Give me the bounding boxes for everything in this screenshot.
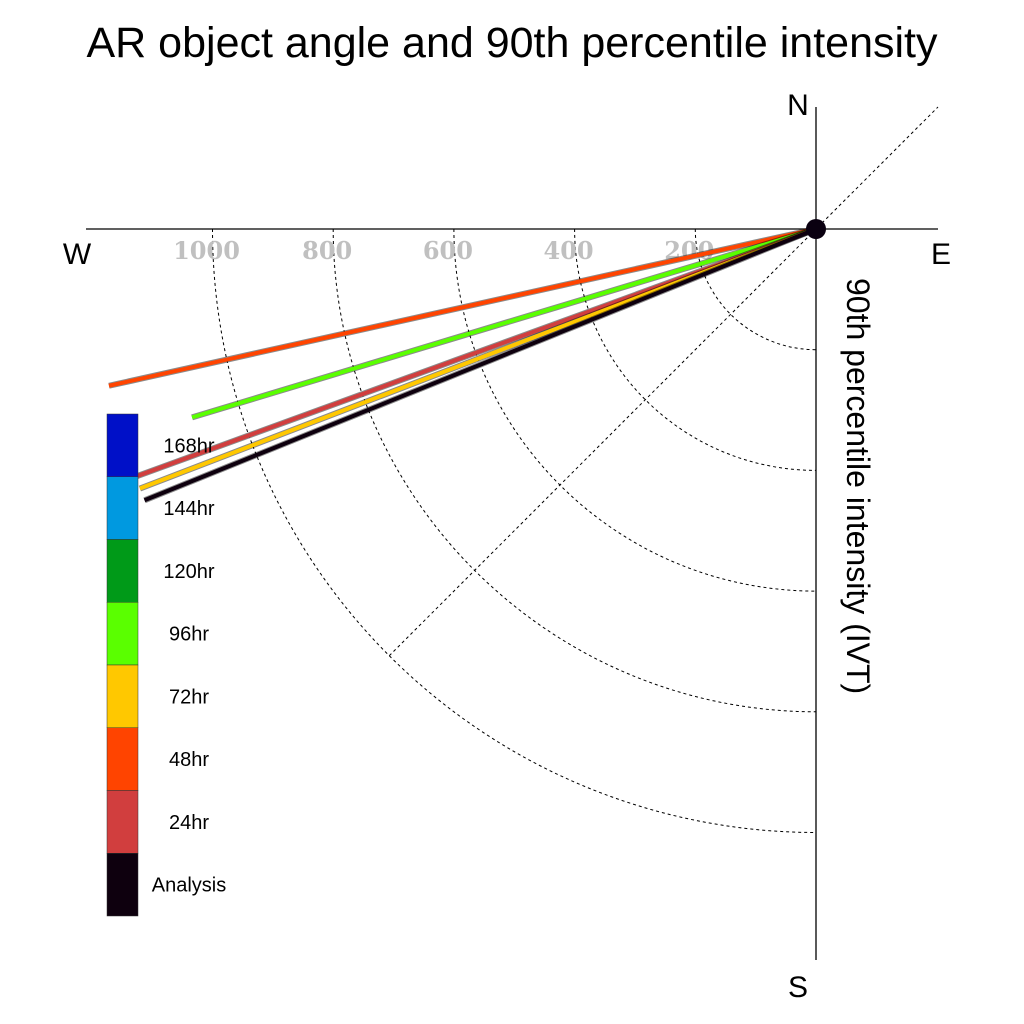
series-line-96hr [191, 227, 817, 420]
radial-tick-label: 1000 [173, 236, 240, 265]
legend-swatch-24hr [106, 790, 139, 854]
compass-north: N [787, 89, 809, 122]
series-line-72hr [139, 227, 817, 491]
radial-tick-label: 600 [423, 236, 473, 265]
series-lines [108, 226, 818, 504]
legend-label: 96hr [169, 624, 209, 646]
compass-south: S [788, 971, 808, 1004]
y-axis-label: 90th percentile intensity (IVT) [840, 278, 876, 694]
origin-marker [806, 219, 826, 239]
legend-label: 168hr [163, 435, 214, 457]
legend-swatch-96hr [106, 602, 139, 666]
legend-swatch-72hr [106, 664, 139, 728]
legend-label: 24hr [169, 812, 209, 834]
legend-label: 48hr [169, 749, 209, 771]
series-line-48hr [108, 227, 817, 388]
axes [86, 107, 938, 960]
compass-west: W [63, 238, 92, 271]
legend: 168hr 144hr 120hr 96hr 72hr 48hr 24hr Analysis [106, 413, 226, 917]
legend-label: 144hr [163, 498, 214, 520]
compass-east: E [931, 238, 951, 271]
legend-label: 120hr [163, 561, 214, 583]
legend-swatch-48hr [106, 727, 139, 791]
grid-arc-400 [574, 228, 817, 471]
radial-tick-label: 400 [544, 236, 594, 265]
radial-tick-label: 800 [302, 236, 352, 265]
legend-label: 72hr [169, 686, 209, 708]
legend-swatch-168hr [106, 413, 139, 477]
chart-title: AR object angle and 90th percentile inte… [87, 19, 938, 67]
series-line-analysis [143, 227, 817, 503]
legend-label: Analysis [152, 875, 226, 897]
grid-arc-1000 [212, 228, 817, 833]
polar-grid [212, 106, 939, 833]
legend-swatch-144hr [106, 476, 139, 540]
legend-swatch-120hr [106, 539, 139, 603]
series-line-24hr [134, 227, 817, 479]
legend-swatch-analysis [106, 853, 139, 917]
